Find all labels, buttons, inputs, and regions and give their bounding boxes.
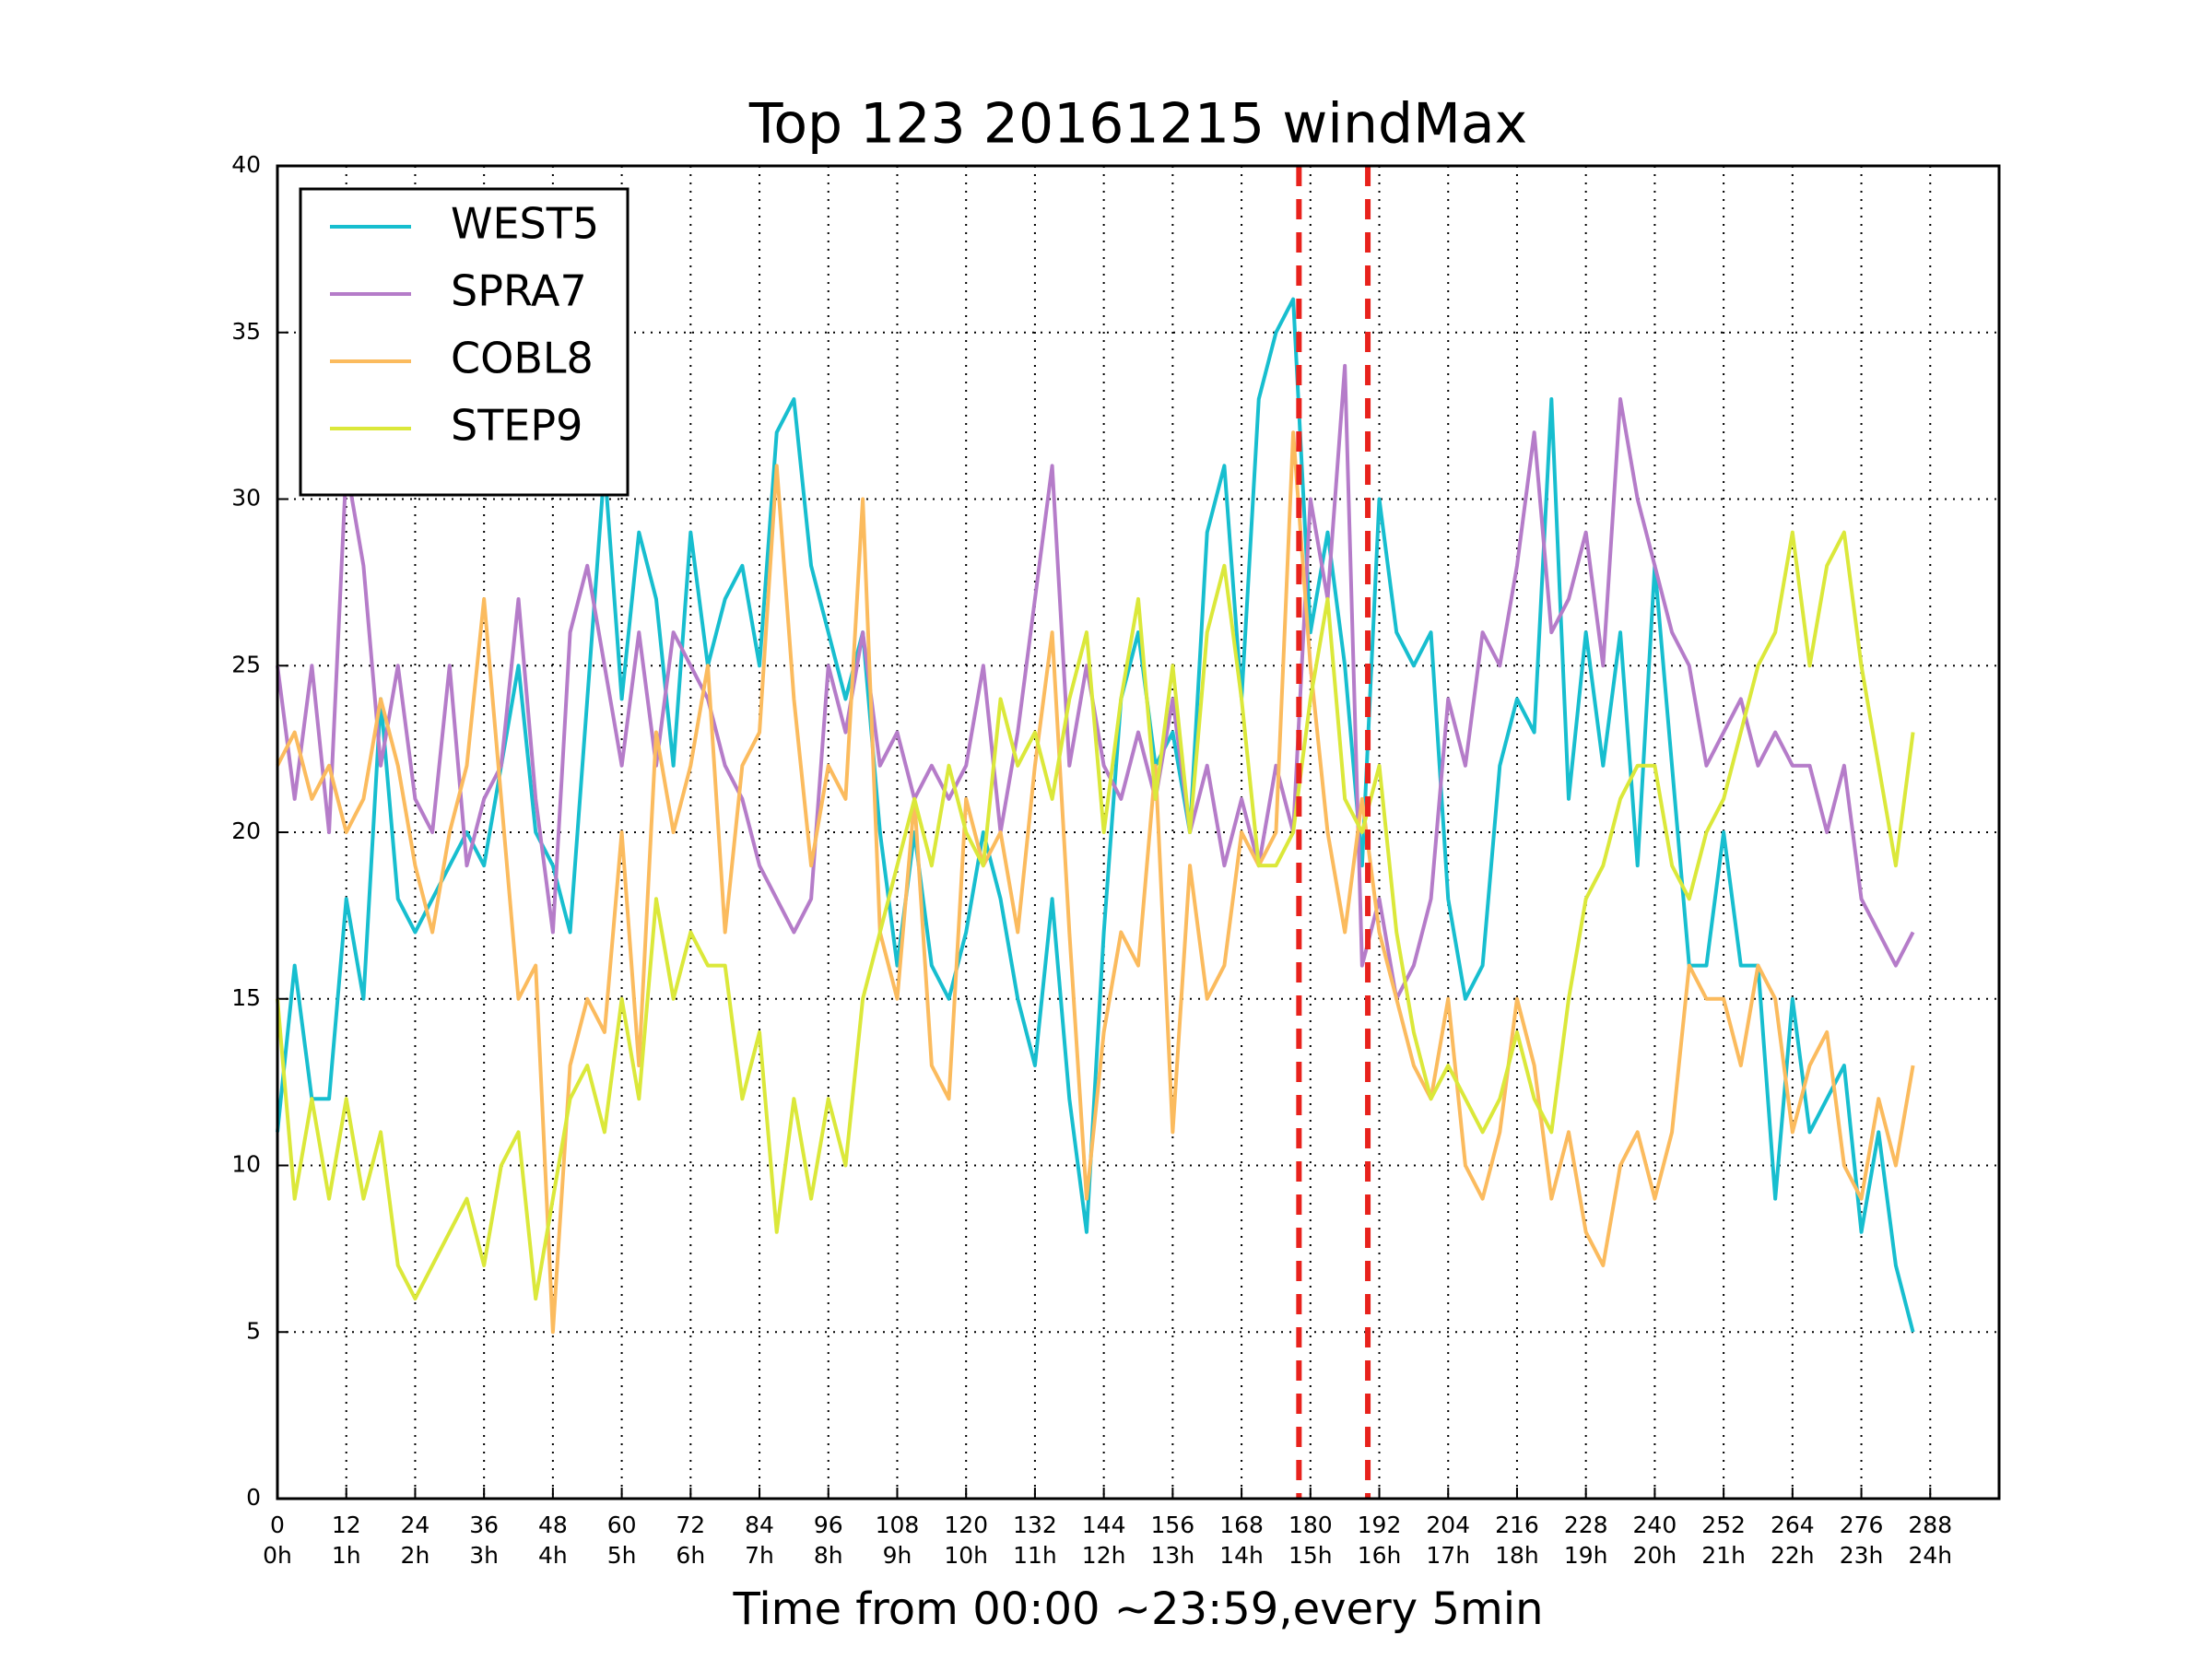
x-tick-sublabel: 16h	[1358, 1542, 1402, 1569]
x-tick-label: 132	[1013, 1512, 1057, 1538]
data-line	[276, 297, 1915, 1333]
x-tick-label: 36	[469, 1512, 499, 1538]
y-tick-label: 35	[231, 318, 261, 345]
legend-label: WEST5	[451, 199, 599, 249]
y-tick-label: 15	[231, 984, 261, 1011]
legend-label: SPRA7	[451, 266, 587, 316]
x-tick-sublabel: 15h	[1288, 1542, 1333, 1569]
x-tick-sublabel: 10h	[944, 1542, 988, 1569]
legend-label: STEP9	[451, 401, 582, 451]
x-tick-label: 48	[538, 1512, 568, 1538]
x-tick-label: 180	[1288, 1512, 1333, 1538]
x-tick-sublabel: 24h	[1908, 1542, 1952, 1569]
x-tick-label: 96	[814, 1512, 843, 1538]
x-tick-label: 156	[1151, 1512, 1195, 1538]
x-tick-label: 228	[1564, 1512, 1608, 1538]
y-tick-label: 0	[246, 1484, 261, 1511]
x-tick-sublabel: 2h	[401, 1542, 430, 1569]
x-tick-sublabel: 22h	[1771, 1542, 1815, 1569]
x-tick-sublabel: 20h	[1633, 1542, 1677, 1569]
x-tick-label: 0	[270, 1512, 285, 1538]
x-tick-label: 168	[1219, 1512, 1264, 1538]
x-tick-label: 72	[676, 1512, 705, 1538]
x-tick-sublabel: 17h	[1426, 1542, 1470, 1569]
x-tick-sublabel: 3h	[469, 1542, 499, 1569]
legend-box	[299, 187, 629, 497]
x-tick-label: 144	[1082, 1512, 1126, 1538]
x-tick-sublabel: 4h	[538, 1542, 568, 1569]
x-tick-label: 84	[745, 1512, 774, 1538]
x-tick-sublabel: 18h	[1495, 1542, 1539, 1569]
y-tick-label: 20	[231, 818, 261, 844]
x-tick-label: 192	[1358, 1512, 1402, 1538]
chart-title: Top 123 20161215 windMax	[748, 92, 1527, 157]
x-tick-sublabel: 5h	[607, 1542, 637, 1569]
x-tick-label: 108	[876, 1512, 920, 1538]
y-tick-label: 40	[231, 151, 261, 178]
x-tick-label: 288	[1908, 1512, 1952, 1538]
x-tick-sublabel: 13h	[1151, 1542, 1195, 1569]
x-tick-sublabel: 7h	[745, 1542, 774, 1569]
x-tick-label: 240	[1633, 1512, 1677, 1538]
data-line	[276, 530, 1915, 1301]
x-tick-label: 120	[944, 1512, 988, 1538]
x-tick-label: 264	[1771, 1512, 1815, 1538]
x-tick-sublabel: 11h	[1013, 1542, 1057, 1569]
y-tick-label: 5	[246, 1317, 261, 1344]
x-tick-label: 276	[1840, 1512, 1884, 1538]
x-tick-sublabel: 14h	[1219, 1542, 1264, 1569]
y-tick-label: 30	[231, 485, 261, 512]
x-tick-sublabel: 21h	[1701, 1542, 1746, 1569]
x-tick-label: 204	[1426, 1512, 1470, 1538]
x-tick-label: 60	[607, 1512, 637, 1538]
x-tick-sublabel: 0h	[263, 1542, 292, 1569]
x-tick-sublabel: 6h	[676, 1542, 705, 1569]
x-tick-sublabel: 1h	[332, 1542, 361, 1569]
y-tick-label: 25	[231, 651, 261, 677]
x-tick-sublabel: 8h	[814, 1542, 843, 1569]
x-tick-sublabel: 9h	[883, 1542, 912, 1569]
data-line	[276, 430, 1915, 1335]
x-tick-sublabel: 19h	[1564, 1542, 1608, 1569]
x-axis-label: Time from 00:00 ~23:59,every 5min	[733, 1583, 1544, 1635]
x-tick-label: 24	[401, 1512, 430, 1538]
plot-frame	[276, 164, 2001, 1500]
legend-label: COBL8	[451, 334, 594, 383]
x-tick-label: 252	[1701, 1512, 1746, 1538]
x-tick-label: 216	[1495, 1512, 1539, 1538]
x-tick-sublabel: 23h	[1840, 1542, 1884, 1569]
y-tick-label: 10	[231, 1151, 261, 1178]
x-tick-sublabel: 12h	[1082, 1542, 1126, 1569]
x-tick-label: 12	[332, 1512, 361, 1538]
